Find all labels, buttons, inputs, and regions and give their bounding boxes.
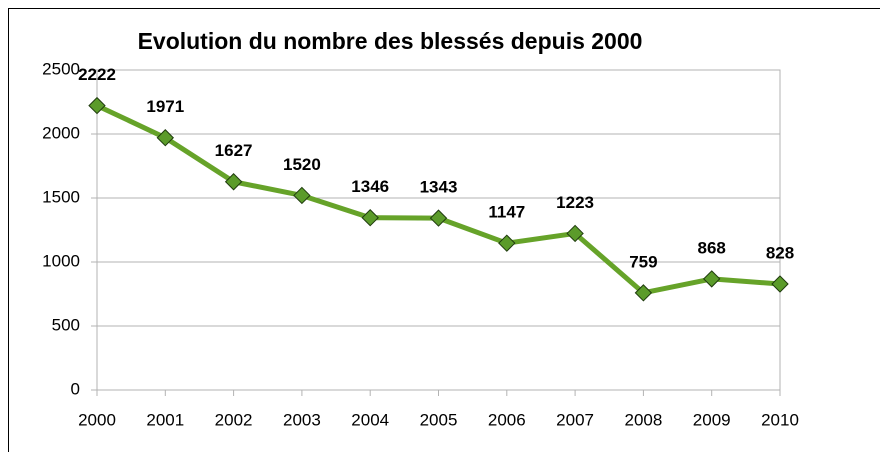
marker bbox=[702, 270, 721, 288]
data-label: 1223 bbox=[556, 193, 594, 212]
data-label: 1346 bbox=[351, 177, 389, 196]
marker bbox=[224, 173, 243, 191]
y-tick-label: 2500 bbox=[42, 59, 80, 78]
x-tick-label: 2002 bbox=[215, 410, 253, 429]
x-tick-label: 2000 bbox=[78, 410, 116, 429]
x-tick-label: 2005 bbox=[420, 410, 458, 429]
y-tick-label: 2000 bbox=[42, 123, 80, 142]
data-label: 1971 bbox=[146, 97, 184, 116]
y-tick-label: 1000 bbox=[42, 251, 80, 270]
data-label: 2222 bbox=[78, 65, 116, 84]
x-tick-label: 2010 bbox=[761, 410, 799, 429]
frame bbox=[8, 8, 880, 452]
marker bbox=[498, 234, 516, 252]
y-tick-label: 1500 bbox=[42, 187, 80, 206]
data-label: 868 bbox=[698, 238, 726, 257]
data-label: 1147 bbox=[488, 203, 525, 222]
x-tick-label: 2001 bbox=[146, 410, 184, 429]
x-tick-label: 2004 bbox=[351, 410, 389, 429]
plot-area bbox=[96, 69, 781, 391]
data-label: 828 bbox=[766, 244, 794, 263]
marker bbox=[88, 96, 106, 115]
marker bbox=[429, 209, 448, 227]
marker bbox=[293, 186, 311, 205]
marker bbox=[566, 224, 584, 243]
marker bbox=[361, 209, 379, 227]
data-label: 1627 bbox=[215, 141, 253, 160]
marker bbox=[156, 129, 175, 147]
data-label: 759 bbox=[629, 252, 657, 271]
data-label: 1520 bbox=[283, 155, 321, 174]
y-tick-label: 500 bbox=[52, 315, 80, 334]
y-tick-label: 0 bbox=[71, 379, 80, 398]
marker bbox=[634, 284, 653, 302]
chart-title: Evolution du nombre des blessés depuis 2… bbox=[138, 28, 643, 54]
x-tick-label: 2006 bbox=[488, 410, 526, 429]
x-tick-label: 2008 bbox=[624, 410, 662, 429]
marker bbox=[771, 275, 789, 293]
data-label: 1343 bbox=[420, 178, 458, 197]
x-tick-label: 2003 bbox=[283, 410, 321, 429]
x-tick-label: 2007 bbox=[556, 410, 594, 429]
x-tick-label: 2009 bbox=[693, 410, 731, 429]
